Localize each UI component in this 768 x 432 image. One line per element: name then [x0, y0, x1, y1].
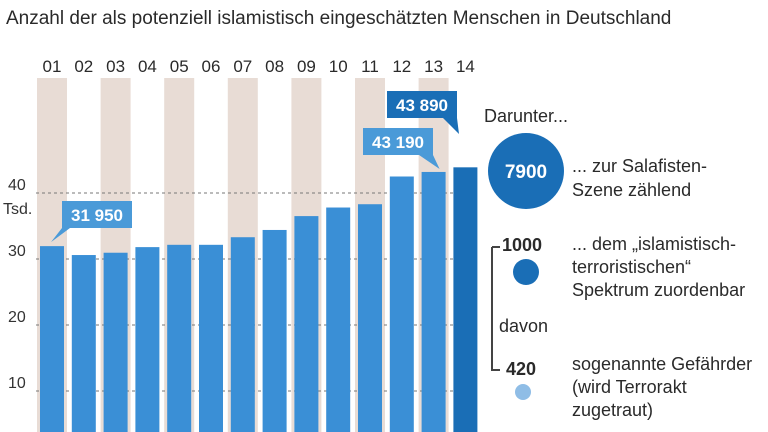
gefaehrder-count: 420 [506, 359, 536, 379]
bar [421, 171, 446, 432]
category-label: 05 [170, 57, 189, 76]
callout-pointer [51, 228, 70, 243]
terror-circle [513, 259, 539, 285]
category-labels: 01 02 03 04 05 06 07 08 09 10 11 12 13 14 [43, 57, 475, 76]
bar [135, 247, 160, 432]
terror-count: 1000 [502, 235, 542, 255]
callout-label: 43 890 [396, 96, 448, 115]
bar [167, 244, 192, 432]
callout-pointer [443, 118, 459, 134]
y-tick-labels: 10 20 30 40 [8, 177, 26, 392]
davon-bracket [491, 247, 500, 371]
gefaehrder-label-line2: (wird Terrorakt [572, 377, 687, 397]
salafist-count: 7900 [505, 162, 547, 183]
y-tick-label: 10 [8, 375, 26, 392]
callout-label: 43 190 [372, 133, 424, 152]
side-header: Darunter... [484, 106, 568, 126]
category-label: 09 [297, 57, 316, 76]
salafist-label-line1: ... zur Salafisten- [572, 156, 707, 176]
side-panel: Darunter... 7900 ... zur Salafisten- Sze… [484, 106, 752, 420]
bar [294, 216, 319, 432]
y-tick-label: 40 [8, 177, 26, 194]
gefaehrder-circle [515, 384, 531, 400]
category-label: 11 [361, 57, 379, 76]
category-label: 06 [202, 57, 221, 76]
chart-title: Anzahl der als potenziell islamistisch e… [6, 8, 671, 29]
gefaehrder-label-line3: zugetraut) [572, 400, 653, 420]
category-label: 08 [265, 57, 284, 76]
category-label: 04 [138, 57, 157, 76]
salafist-circle [488, 133, 564, 209]
callout-pointer [419, 155, 440, 169]
bar [40, 246, 64, 432]
bar [262, 229, 287, 432]
bar [389, 176, 414, 432]
callout-box [62, 201, 132, 228]
terror-label-line2: terroristischen“ [572, 257, 691, 277]
category-label: 13 [424, 57, 443, 76]
bar [326, 207, 351, 432]
bar [453, 167, 478, 432]
callout-label: 31 950 [71, 206, 123, 225]
category-label: 03 [106, 57, 125, 76]
gefaehrder-label-line1: sogenannte Gefährder [572, 354, 752, 374]
bar [230, 237, 255, 432]
bar [358, 204, 382, 432]
terror-label-line3: Spektrum zuordenbar [572, 280, 745, 300]
callout-box [387, 91, 457, 118]
salafist-label-line2: Szene zählend [572, 180, 691, 200]
terror-label-line1: ... dem „islamistisch- [572, 234, 736, 254]
category-label: 10 [329, 57, 348, 76]
y-tick-label: 20 [8, 309, 26, 326]
callouts: 31 950 43 190 43 890 [51, 91, 459, 243]
davon-label: davon [499, 316, 548, 336]
bar [71, 255, 96, 432]
bar [199, 244, 223, 432]
bar [103, 252, 128, 432]
category-label: 01 [43, 57, 62, 76]
y-tick-label: 30 [8, 243, 26, 260]
category-label: 02 [74, 57, 93, 76]
callout-box [363, 128, 433, 155]
category-label: 12 [392, 57, 411, 76]
category-label: 14 [456, 57, 475, 76]
bars [40, 167, 478, 432]
category-label: 07 [233, 57, 252, 76]
y-axis-unit: Tsd. [3, 201, 32, 218]
